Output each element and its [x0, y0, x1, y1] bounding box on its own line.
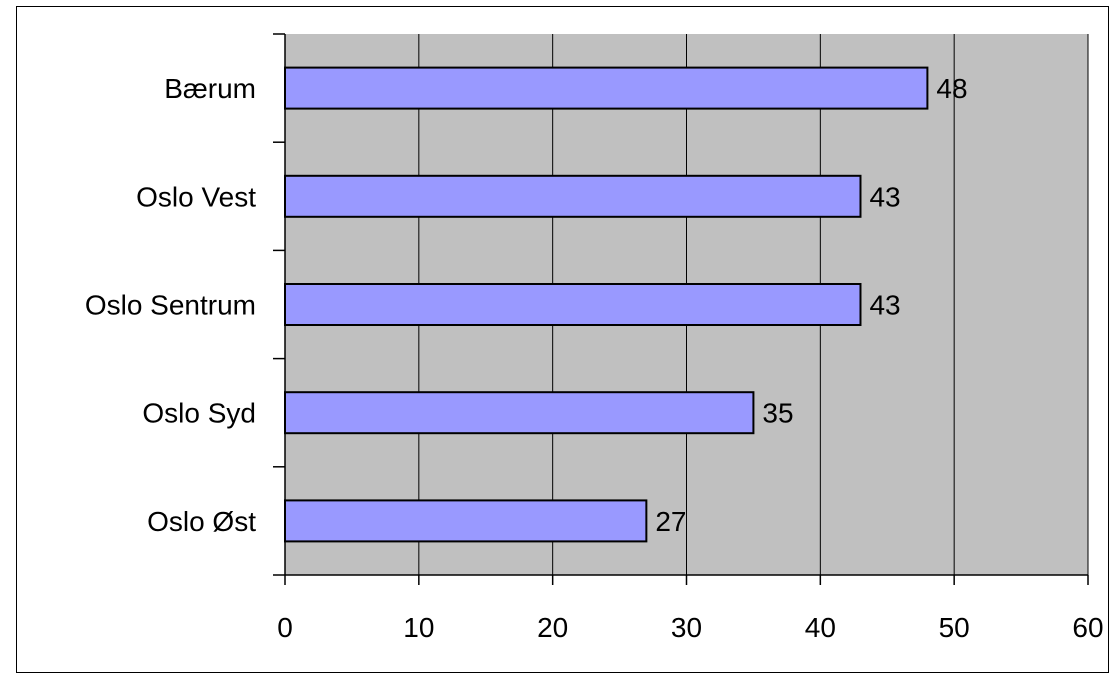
category-label: Oslo Syd [142, 398, 256, 429]
x-tick-label: 0 [277, 612, 293, 643]
x-tick-label: 40 [805, 612, 836, 643]
category-label: Oslo Vest [136, 181, 256, 212]
data-label: 48 [936, 73, 967, 104]
x-tick-label: 10 [403, 612, 434, 643]
bar [284, 391, 755, 435]
x-tick-label: 30 [671, 612, 702, 643]
category-label: Bærum [164, 73, 256, 104]
data-label: 43 [869, 290, 900, 321]
bars [284, 66, 929, 543]
x-tick-label: 20 [537, 612, 568, 643]
category-label: Oslo Sentrum [85, 290, 256, 321]
data-label: 43 [869, 181, 900, 212]
bar [284, 66, 929, 110]
axes [273, 33, 1089, 585]
x-tick-label: 50 [939, 612, 970, 643]
bar [284, 283, 862, 326]
bar [284, 174, 862, 218]
x-tick-label: 60 [1072, 612, 1103, 643]
bar [284, 499, 648, 543]
labels: Bærum 48 Oslo Vest 43 Oslo Sentrum 43 Oslo Syd… [85, 73, 1104, 643]
data-label: 27 [655, 506, 686, 537]
category-label: Oslo Øst [147, 506, 256, 537]
data-label: 35 [762, 398, 793, 429]
